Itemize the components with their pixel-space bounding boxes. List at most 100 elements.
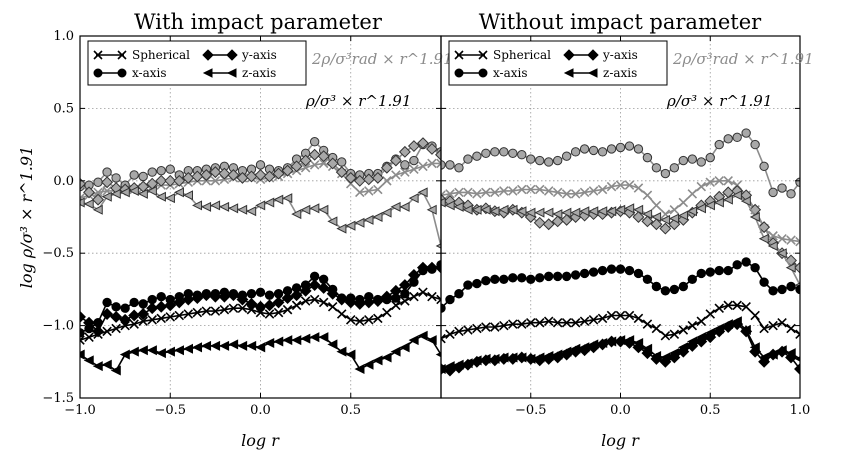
data-point	[344, 171, 357, 184]
series-line	[80, 190, 441, 247]
data-point	[759, 161, 769, 172]
data-point	[732, 132, 742, 143]
data-point	[714, 139, 724, 150]
data-point	[633, 204, 644, 215]
right-panel: −0.5 0.0 0.5 1.0 Spherical y-axis x-axis z-axis…	[440, 35, 814, 418]
black-formula-annotation: ρ/σ³ × r^1.91	[305, 92, 411, 110]
data-point	[272, 296, 285, 309]
data-point	[444, 200, 455, 211]
legend-marker	[117, 50, 127, 60]
data-point	[137, 188, 148, 199]
x-tick-label: 0.5	[340, 403, 361, 418]
data-point	[777, 183, 787, 193]
data-point	[291, 209, 302, 220]
data-point	[174, 310, 185, 321]
data-point	[335, 293, 348, 306]
data-point	[326, 157, 339, 170]
data-point	[409, 155, 419, 166]
data-point	[632, 211, 645, 223]
data-point	[660, 286, 671, 296]
data-point	[525, 317, 536, 328]
data-point	[561, 346, 572, 357]
data-point	[481, 148, 491, 158]
data-point	[794, 363, 800, 375]
series-<-gray	[80, 185, 441, 249]
data-point	[767, 349, 778, 360]
data-point	[93, 177, 103, 187]
series-x-black	[441, 300, 800, 344]
data-point	[201, 201, 212, 212]
data-point	[418, 287, 428, 298]
data-point	[588, 339, 599, 350]
legend: Spherical y-axis x-axis z-axis	[87, 40, 307, 86]
data-point	[597, 313, 608, 324]
data-point	[758, 233, 769, 244]
data-point	[650, 218, 663, 231]
data-point	[526, 154, 536, 164]
legend-label: x-axis	[132, 66, 167, 80]
data-point	[426, 142, 438, 155]
data-point	[786, 281, 796, 292]
data-point	[309, 160, 320, 170]
data-point	[164, 193, 175, 204]
data-point	[651, 350, 662, 362]
data-point	[651, 281, 662, 292]
data-point	[398, 145, 411, 158]
data-point	[345, 315, 356, 325]
data-point	[741, 128, 751, 138]
data-point	[219, 304, 230, 315]
data-point	[507, 204, 518, 215]
y-tick-label: −1.0	[42, 319, 74, 334]
data-point	[472, 323, 482, 334]
data-point	[570, 343, 581, 354]
data-point	[768, 320, 778, 331]
data-point	[398, 279, 411, 292]
data-point	[399, 201, 410, 212]
data-point	[138, 316, 148, 327]
legend-marker	[202, 49, 214, 61]
legend-marker	[226, 68, 237, 78]
data-point	[660, 352, 671, 363]
data-point	[777, 284, 787, 295]
legend-label: y-axis	[602, 48, 638, 62]
data-point	[463, 280, 473, 290]
y-tick-label: 1.0	[53, 29, 74, 44]
data-point	[101, 176, 114, 189]
data-point	[758, 352, 769, 363]
data-point	[272, 167, 285, 180]
data-point	[525, 353, 536, 364]
data-point	[80, 310, 86, 323]
data-point	[445, 189, 455, 199]
data-point	[543, 207, 554, 218]
data-point	[552, 317, 563, 328]
data-point	[156, 291, 166, 302]
data-point	[678, 342, 689, 353]
data-point	[372, 355, 383, 366]
data-point	[561, 317, 572, 328]
data-point	[686, 336, 697, 347]
data-point	[795, 329, 800, 340]
data-point	[606, 336, 617, 347]
data-point	[615, 180, 626, 190]
data-point	[102, 326, 112, 337]
data-point	[300, 204, 311, 215]
data-point	[191, 292, 204, 305]
data-point	[552, 155, 563, 166]
data-point	[508, 148, 518, 158]
legend-marker	[93, 68, 103, 78]
data-point	[633, 337, 644, 348]
data-point	[490, 274, 500, 284]
data-point	[219, 340, 230, 351]
data-point	[454, 289, 464, 299]
right-x-axis-label: log r	[601, 431, 640, 450]
data-point	[80, 349, 85, 360]
data-point	[417, 187, 428, 198]
data-point	[633, 183, 644, 193]
data-point	[264, 197, 275, 208]
data-point	[92, 325, 105, 338]
data-point	[273, 307, 284, 318]
data-point	[355, 187, 365, 198]
data-point	[390, 201, 401, 212]
data-point	[552, 349, 563, 360]
data-point	[480, 204, 491, 215]
